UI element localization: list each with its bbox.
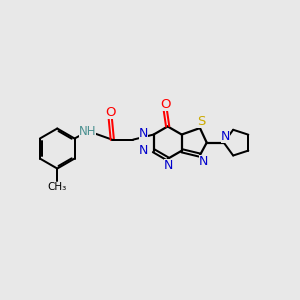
Text: N: N (139, 128, 148, 140)
Text: CH₃: CH₃ (48, 182, 67, 192)
Text: O: O (105, 106, 116, 119)
Text: N: N (164, 159, 173, 172)
Text: N: N (139, 144, 148, 157)
Text: S: S (197, 115, 205, 128)
Text: O: O (160, 98, 171, 111)
Text: N: N (220, 130, 230, 143)
Text: NH: NH (79, 125, 96, 138)
Text: N: N (199, 154, 208, 167)
